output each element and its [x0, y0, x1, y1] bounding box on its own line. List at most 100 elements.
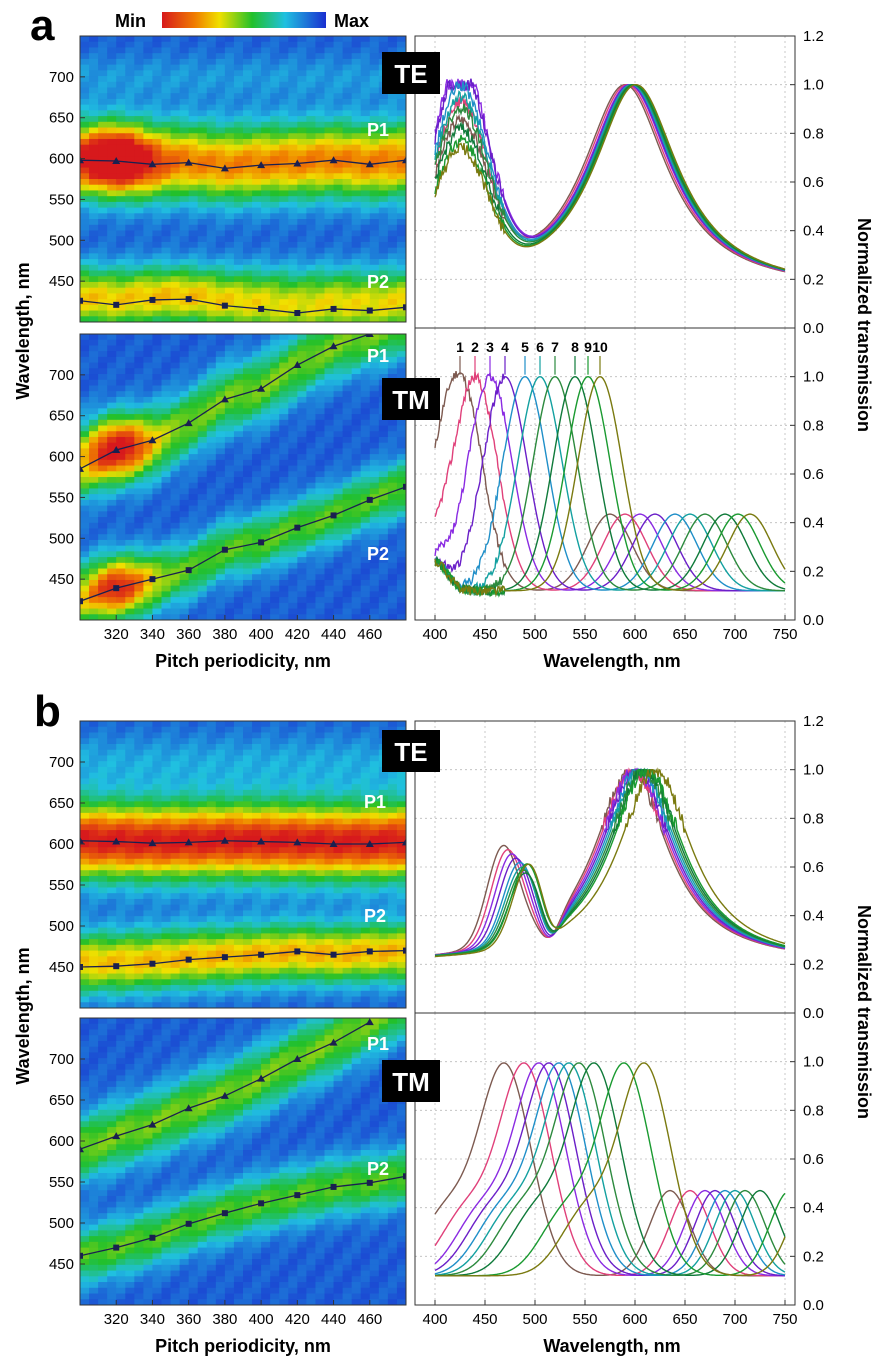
heatmap-cell [206, 881, 217, 889]
heatmap-cell [351, 477, 362, 484]
heatmap-cell [270, 477, 280, 484]
heatmap-cell [98, 956, 108, 963]
heatmap-cell [161, 351, 172, 358]
heatmap-cell [134, 98, 144, 106]
heatmap-cell [297, 270, 307, 277]
heatmap-cell [161, 138, 172, 146]
heatmap-cell [197, 196, 208, 203]
heatmap-cell [279, 459, 289, 467]
heatmap-cell [387, 517, 398, 524]
heatmap-cell [179, 801, 190, 808]
heatmap-cell [360, 419, 371, 427]
heatmap-cell [80, 179, 90, 186]
heatmap-cell [89, 127, 99, 134]
heatmap-cell [80, 133, 90, 140]
heatmap-cell [161, 281, 172, 289]
heatmap-cell [134, 956, 144, 963]
heatmap-cell [134, 967, 144, 975]
heatmap-cell [252, 454, 262, 461]
heatmap-cell [206, 795, 217, 802]
heatmap-cell [297, 853, 307, 860]
heatmap-cell [80, 98, 90, 106]
heatmap-cell [243, 299, 253, 306]
heatmap-cell [80, 53, 90, 60]
heatmap-cell [378, 310, 389, 317]
heatmap-cell [116, 459, 126, 467]
heatmap-cell [279, 167, 289, 174]
heatmap-cell [179, 184, 190, 192]
heatmap-cell [134, 789, 144, 797]
heatmap-cell [243, 287, 253, 294]
heatmap-cell [188, 276, 199, 283]
heatmap-cell [315, 608, 326, 615]
heatmap-cell [143, 910, 154, 917]
heatmap-cell [116, 368, 126, 375]
heatmap-cell [152, 201, 163, 209]
heatmap-cell [243, 539, 253, 547]
heatmap-cell [161, 732, 172, 739]
heatmap-cell [143, 58, 154, 66]
heatmap-cell [243, 933, 253, 940]
heatmap-cell [215, 841, 226, 848]
heatmap-cell [89, 568, 99, 575]
heatmap-cell [107, 41, 117, 49]
heatmap-cell [252, 732, 262, 739]
heatmap-cell [297, 591, 307, 598]
heatmap-cell [252, 190, 262, 197]
heatmap-cell [215, 597, 226, 604]
heatmap-cell [224, 391, 235, 398]
heatmap-cell [324, 454, 335, 461]
heatmap-cell [261, 858, 271, 866]
heatmap-cell [161, 551, 172, 558]
heatmap-cell [161, 161, 172, 169]
heatmap-cell [288, 921, 298, 929]
heatmap-cell [333, 281, 344, 289]
heatmap-cell [252, 339, 262, 347]
heatmap-cell [89, 374, 99, 381]
heatmap-cell [197, 985, 208, 992]
heatmap-cell [252, 247, 262, 254]
heatmap-cell [143, 385, 154, 392]
heatmap-cell [288, 858, 298, 866]
heatmap-cell [270, 356, 280, 364]
heatmap-cell [342, 448, 353, 455]
heatmap-cell [125, 173, 135, 180]
heatmap-cell [152, 830, 163, 837]
heatmap-cell [252, 310, 262, 317]
heatmap-cell [89, 990, 99, 998]
heatmap-cell [324, 522, 335, 530]
heatmap-cell [152, 755, 163, 762]
heatmap-cell [152, 156, 163, 163]
heatmap-cell [306, 608, 317, 615]
heatmap-cell [134, 167, 144, 174]
heatmap-cell [324, 230, 335, 237]
heatmap-cell [396, 293, 406, 300]
heatmap-cell [378, 362, 389, 369]
heatmap-cell [261, 591, 271, 598]
heatmap-cell [116, 236, 126, 243]
heatmap-cell [224, 133, 235, 140]
heatmap-cell [116, 287, 126, 294]
heatmap-cell [98, 64, 108, 71]
heatmap-cell [324, 368, 335, 375]
heatmap-cell [360, 494, 371, 501]
heatmap-cell [288, 259, 298, 266]
heatmap-cell [134, 241, 144, 249]
heatmap-cell [233, 568, 244, 575]
heatmap-cell [243, 950, 253, 957]
heatmap-cell [80, 408, 90, 415]
heatmap-cell [80, 539, 90, 547]
heatmap-cell [143, 835, 154, 843]
heatmap-cell [170, 179, 181, 186]
heatmap-cell [152, 996, 163, 1003]
heatmap-cell [297, 419, 307, 427]
map-frame [79, 333, 407, 621]
heatmap-cell [143, 499, 154, 507]
heatmap-cell [369, 522, 380, 530]
heatmap-cell [152, 749, 163, 757]
heatmap-cell [396, 419, 406, 427]
heatmap-cell [98, 847, 108, 854]
heatmap-cell [152, 721, 163, 728]
heatmap-cell [179, 721, 190, 728]
heatmap-cell [170, 482, 181, 490]
